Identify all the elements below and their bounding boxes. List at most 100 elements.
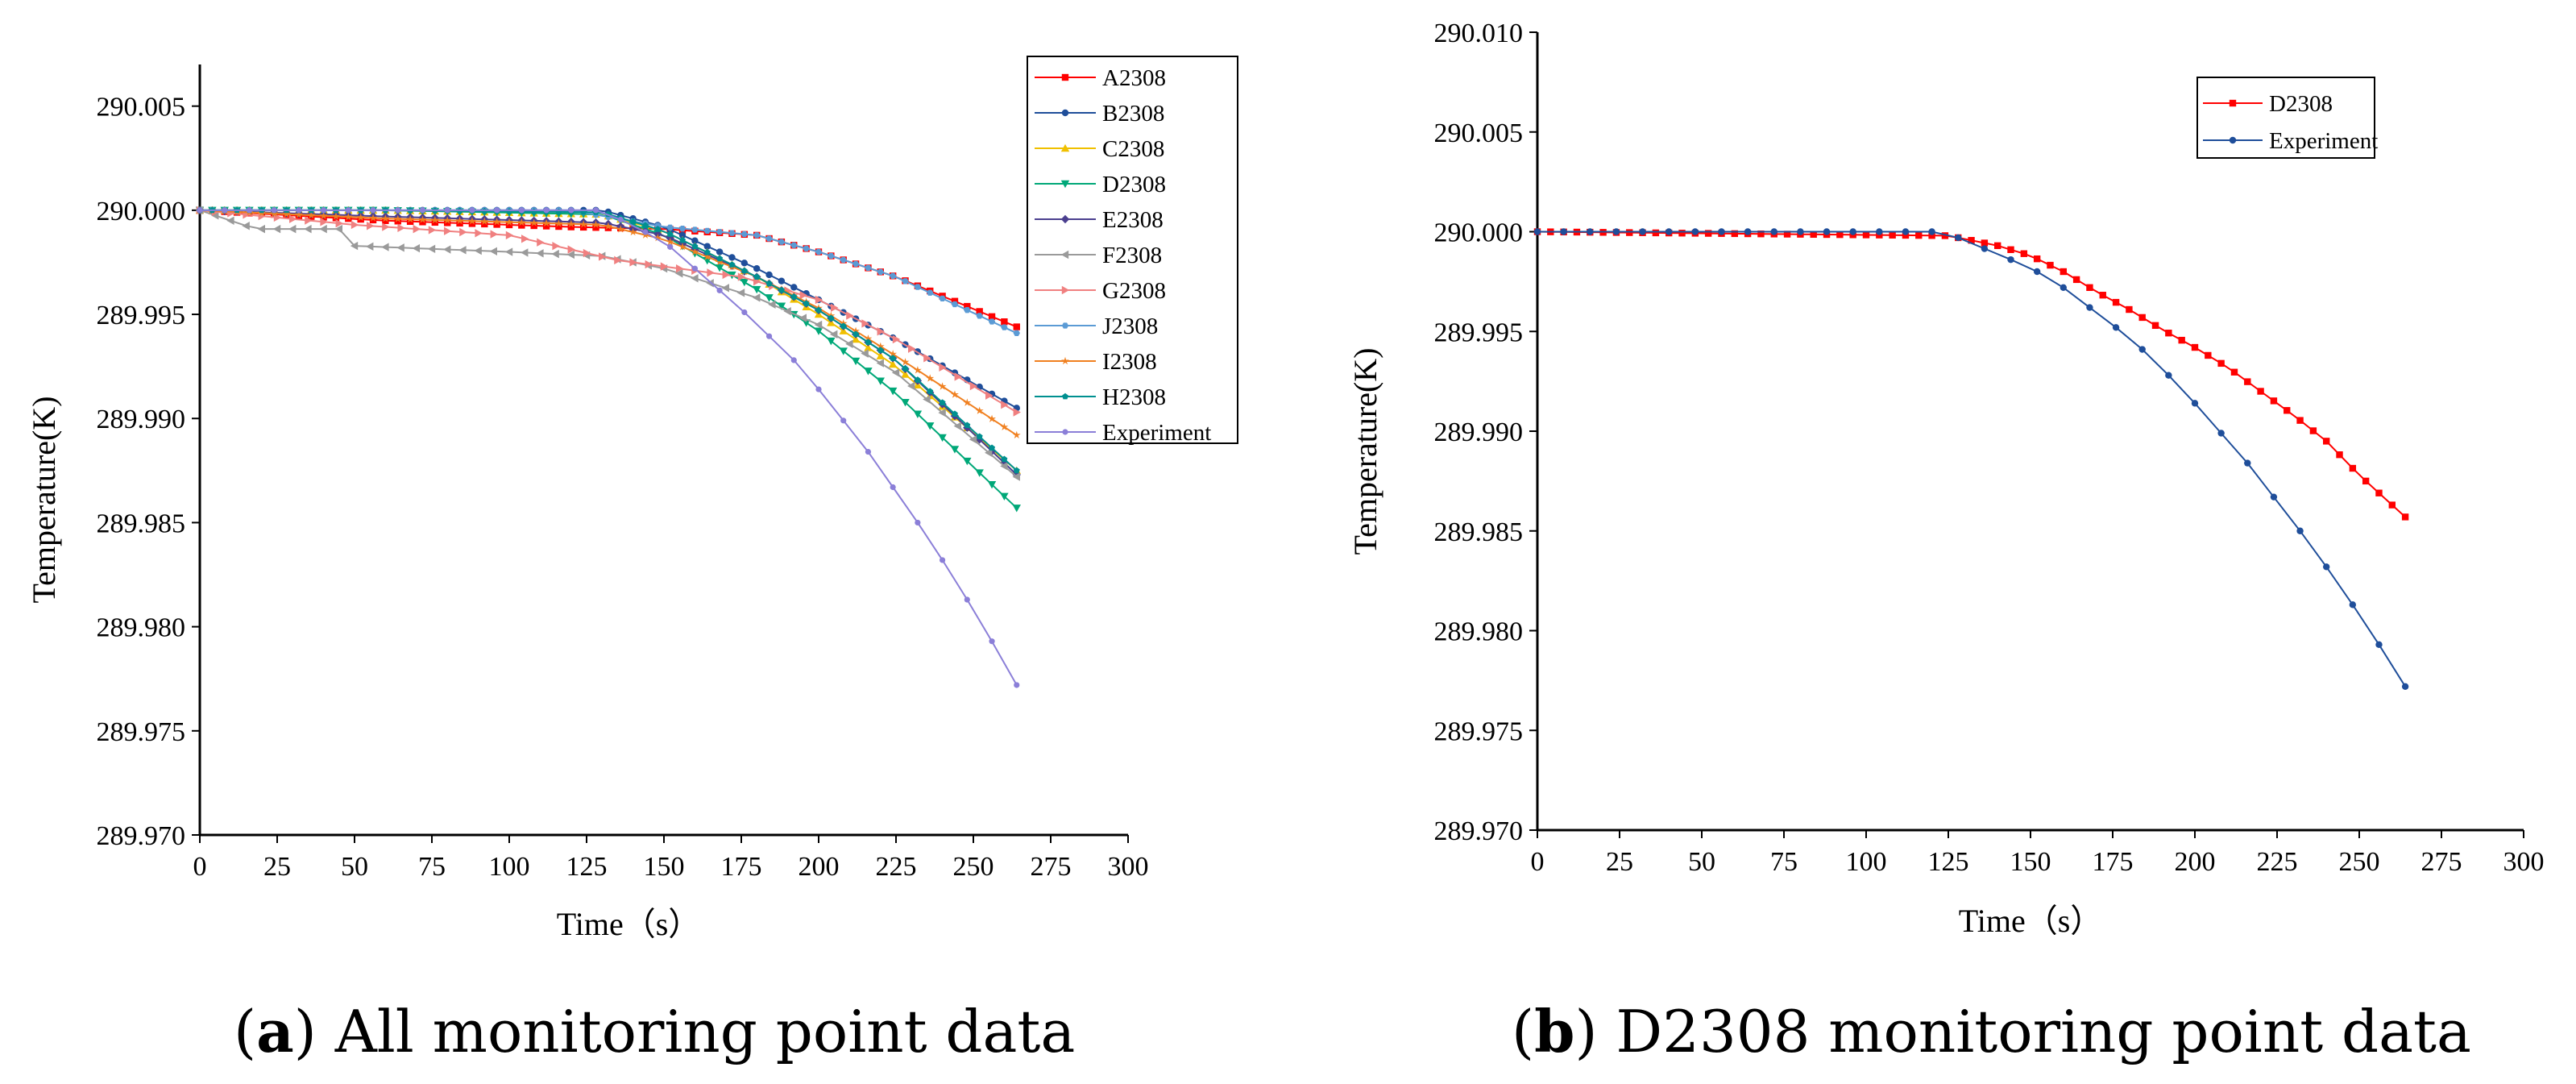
data-point <box>1902 228 1910 235</box>
series-e2308 <box>195 206 1021 480</box>
caption-text: All monitoring point data <box>317 998 1075 1065</box>
data-point <box>419 218 426 226</box>
data-point <box>356 213 365 222</box>
x-tick-label: 300 <box>1108 852 1149 882</box>
data-point <box>505 231 514 240</box>
data-point <box>790 357 797 363</box>
series-d2308 <box>1533 228 2409 521</box>
data-point <box>543 207 550 214</box>
data-point <box>1955 234 1962 242</box>
legend: A2308 B2308 C2308 D2308 E2308 F2308 G2308 J2308… <box>1027 56 1238 446</box>
data-point <box>395 207 401 214</box>
data-point <box>1981 245 1989 252</box>
data-point <box>335 218 343 228</box>
data-point <box>1981 239 1989 247</box>
legend-label: Experiment <box>1102 420 1211 446</box>
data-point <box>741 309 748 316</box>
x-tick-label: 250 <box>953 852 994 882</box>
data-point <box>861 319 869 328</box>
legend: D2308 Experiment <box>2196 77 2378 159</box>
data-point <box>2138 346 2146 353</box>
data-point <box>2401 513 2409 521</box>
data-point <box>1013 408 1021 417</box>
data-point <box>2007 255 2014 264</box>
data-point <box>660 262 669 271</box>
data-point <box>691 247 699 255</box>
data-point <box>839 326 848 334</box>
caption-label: b <box>1534 997 1574 1065</box>
data-point <box>728 230 736 236</box>
data-point <box>852 326 861 335</box>
series-group <box>1533 228 2409 690</box>
data-point <box>964 422 971 429</box>
data-point <box>1744 228 1752 235</box>
data-point <box>1000 492 1009 500</box>
data-point <box>2362 477 2370 485</box>
data-point <box>2309 427 2317 434</box>
data-point <box>1626 229 1633 236</box>
data-point <box>537 238 545 247</box>
data-point <box>1718 228 1725 235</box>
data-point <box>736 289 745 297</box>
data-point <box>616 225 625 233</box>
data-point <box>851 357 861 366</box>
data-point <box>691 237 699 244</box>
data-point <box>480 217 489 225</box>
x-tick-label: 200 <box>799 852 840 882</box>
series-experiment <box>1533 228 2409 690</box>
x-tick-label: 275 <box>2421 847 2462 877</box>
data-point <box>1902 231 1910 239</box>
data-point <box>815 306 822 314</box>
legend-entry: I2308 <box>1035 349 1157 375</box>
data-point <box>877 347 884 353</box>
data-point <box>901 358 910 366</box>
data-point <box>2191 400 2199 407</box>
x-axis-title: Time（s） <box>557 906 701 942</box>
data-point <box>419 207 426 214</box>
data-point <box>753 285 761 294</box>
legend-label: C2308 <box>1102 136 1164 162</box>
data-point <box>552 241 560 251</box>
data-point <box>529 218 538 226</box>
data-point <box>703 243 711 250</box>
x-tick-label: 175 <box>2093 847 2134 877</box>
data-point <box>827 337 836 346</box>
data-point <box>901 370 910 378</box>
legend-swatch-marker <box>1061 322 1069 329</box>
data-point <box>2349 601 2357 608</box>
data-point <box>803 245 810 252</box>
legend-label: F2308 <box>1102 243 1162 268</box>
y-tick-label: 289.975 <box>1434 716 1524 746</box>
data-point <box>517 218 526 226</box>
data-point <box>703 252 711 260</box>
data-point <box>1014 682 1020 688</box>
data-point <box>988 318 996 325</box>
data-point <box>939 363 947 372</box>
chart-panel-b: 0 25 50 75 100 125 150 175 200 225 250 275 300 289.9… <box>1347 19 2545 939</box>
data-point <box>430 215 439 224</box>
data-point <box>728 254 736 261</box>
data-point <box>1836 231 1844 239</box>
data-point <box>2165 372 2172 379</box>
data-point <box>321 207 327 214</box>
data-point <box>304 224 312 234</box>
data-point <box>765 271 773 279</box>
data-point <box>505 218 513 226</box>
data-point <box>1928 228 1935 235</box>
data-point <box>2086 304 2093 311</box>
data-point <box>2047 261 2054 269</box>
data-point <box>865 264 872 272</box>
data-point <box>777 302 786 310</box>
legend-swatch-marker <box>1062 392 1068 400</box>
data-point <box>908 344 916 353</box>
data-point <box>969 435 977 444</box>
data-point <box>591 220 600 228</box>
series-line <box>199 209 1018 436</box>
data-point <box>1001 455 1008 463</box>
data-point <box>679 236 687 243</box>
data-point <box>889 272 897 279</box>
y-tick-label: 289.980 <box>97 613 186 643</box>
data-point <box>2191 343 2199 351</box>
data-point <box>579 223 587 231</box>
data-point <box>444 219 451 226</box>
